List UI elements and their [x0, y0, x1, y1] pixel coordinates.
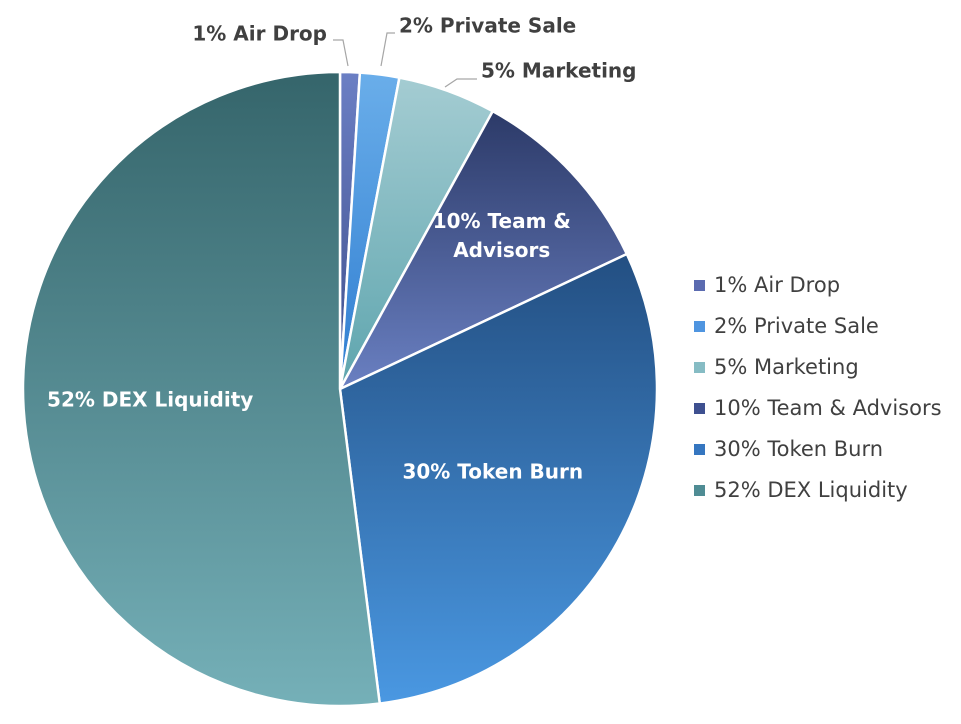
slice-label-air-drop: 1% Air Drop	[192, 22, 327, 46]
legend-entry-dex-liquidity: 52% DEX Liquidity	[714, 478, 908, 502]
legend-swatch-private-sale	[694, 321, 705, 332]
slice-label-private-sale: 2% Private Sale	[399, 14, 576, 38]
slice-label-team-advisors-line-2: Advisors	[453, 238, 550, 262]
legend-entry-marketing: 5% Marketing	[714, 355, 859, 379]
slice-label-token-burn: 30% Token Burn	[402, 459, 583, 483]
pie-slice-token-burn	[338, 252, 659, 705]
legend-entry-team-advisors: 10% Team & Advisors	[714, 396, 942, 420]
slice-label-marketing: 5% Marketing	[481, 59, 636, 83]
pie-slices	[21, 70, 659, 708]
legend-swatch-dex-liquidity	[694, 485, 705, 496]
legend-entry-private-sale: 2% Private Sale	[714, 314, 879, 338]
legend-swatch-marketing	[694, 362, 705, 373]
legend-swatch-air-drop	[694, 280, 705, 291]
legend-swatch-token-burn	[694, 444, 705, 455]
leader-line-private-sale	[380, 32, 395, 67]
pie-slice-dex-liquidity	[21, 70, 381, 708]
legend-entry-token-burn: 30% Token Burn	[714, 437, 883, 461]
leader-line-air-drop	[333, 39, 349, 67]
slice-label-team-advisors-line-1: 10% Team &	[433, 209, 571, 233]
legend-entry-air-drop: 1% Air Drop	[714, 273, 840, 297]
pie-slice-team-advisors	[338, 109, 629, 391]
legend-swatch-team-advisors	[694, 403, 705, 414]
slice-label-dex-liquidity: 52% DEX Liquidity	[47, 387, 253, 411]
legend: 1% Air Drop 2% Private Sale 5% Marketing 10…	[694, 273, 942, 502]
leader-line-marketing	[444, 78, 477, 88]
slice-labels: 10% Team & Advisors 30% Token Burn 52% DEX …	[47, 14, 636, 484]
